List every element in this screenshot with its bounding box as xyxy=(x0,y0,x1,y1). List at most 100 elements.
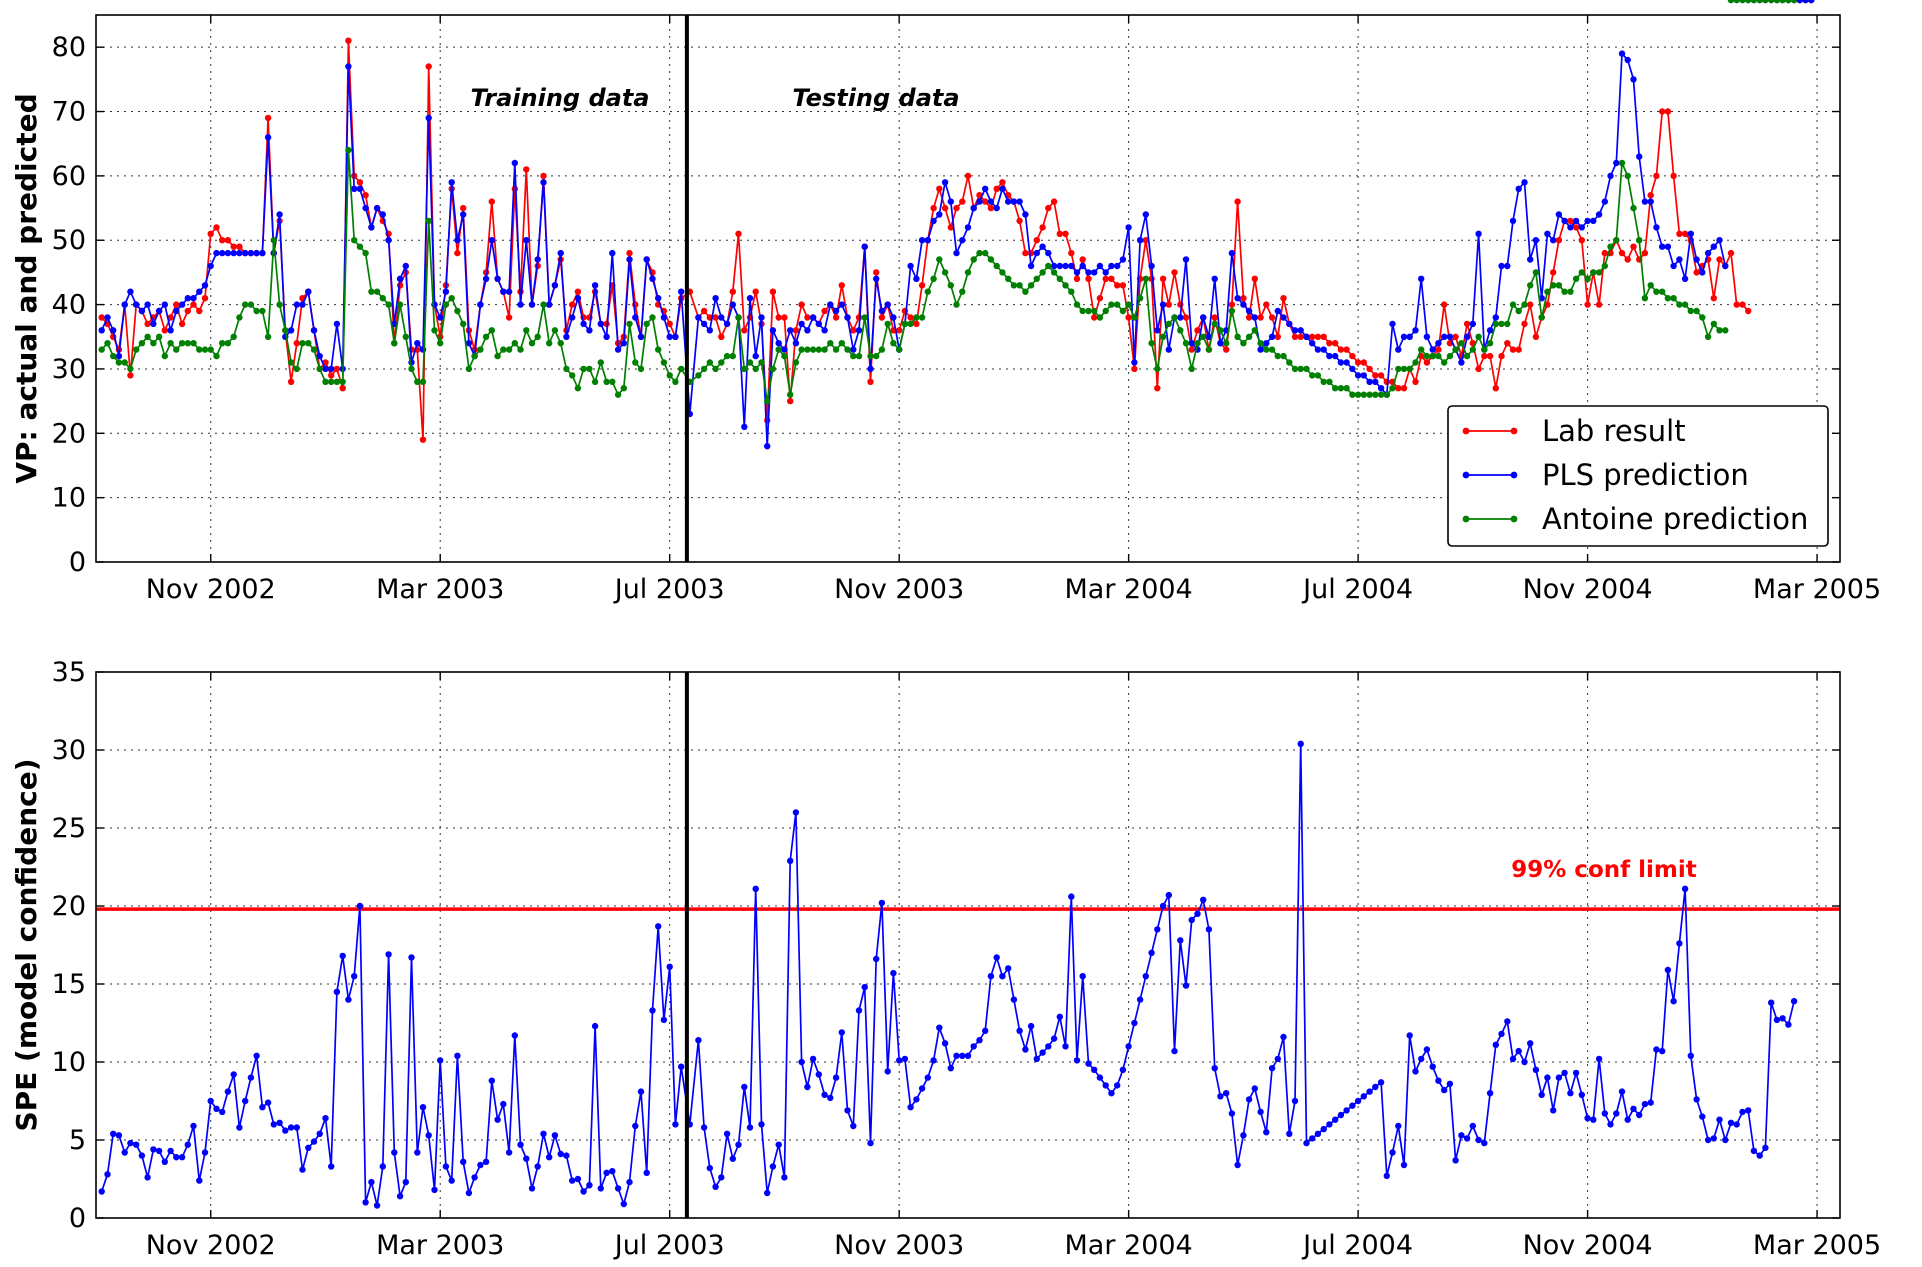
spe-point xyxy=(155,1147,163,1155)
lab-result-point xyxy=(173,301,180,308)
spe-point xyxy=(1073,1057,1081,1064)
pls-prediction-point xyxy=(442,288,450,295)
pls-prediction-point xyxy=(1056,262,1064,270)
top-y-tick-label: 80 xyxy=(52,32,86,63)
spe-point xyxy=(1154,926,1161,933)
antoine-prediction-point xyxy=(1636,237,1643,244)
spe-point xyxy=(408,954,415,961)
antoine-prediction-point xyxy=(528,340,536,347)
pls-prediction-point xyxy=(379,211,386,218)
pls-prediction-point xyxy=(1068,262,1075,270)
spe-point xyxy=(1263,1129,1270,1136)
lab-result-point xyxy=(959,198,966,205)
antoine-prediction-point xyxy=(1125,301,1132,308)
antoine-prediction-point xyxy=(557,340,564,347)
lab-result-point xyxy=(1343,346,1350,353)
pls-prediction-point xyxy=(1636,153,1643,160)
pls-prediction-point xyxy=(1550,237,1557,244)
antoine-prediction-point xyxy=(1383,391,1391,398)
antoine-prediction-point xyxy=(901,320,909,328)
lab-result-point xyxy=(454,249,461,257)
antoine-prediction-point xyxy=(1045,262,1052,270)
spe-point xyxy=(1590,1116,1597,1123)
spe-point xyxy=(391,1149,398,1156)
pls-prediction-point xyxy=(184,295,191,302)
antoine-prediction-point xyxy=(1630,204,1637,212)
pls-prediction-point xyxy=(890,314,897,321)
spe-point xyxy=(1664,966,1672,974)
pls-prediction-point xyxy=(1096,262,1104,270)
spe-point xyxy=(1096,1074,1104,1081)
pls-prediction-point xyxy=(551,282,559,289)
antoine-prediction-point xyxy=(1332,385,1339,392)
spe-point xyxy=(505,1149,513,1156)
antoine-prediction-point xyxy=(712,365,719,373)
pls-prediction-point xyxy=(1142,211,1150,218)
pls-prediction-point xyxy=(936,211,943,218)
pls-prediction-point xyxy=(1079,262,1086,270)
pls-prediction-point xyxy=(924,237,931,244)
antoine-prediction-point xyxy=(1228,307,1236,315)
antoine-prediction-point xyxy=(1527,282,1534,289)
antoine-prediction-point xyxy=(1641,295,1649,302)
antoine-prediction-point xyxy=(1790,0,1798,4)
antoine-prediction-point xyxy=(896,346,903,353)
pls-prediction-point xyxy=(913,275,920,282)
spe-point xyxy=(282,1127,289,1134)
lab-result-point xyxy=(1131,365,1138,373)
pls-prediction-point xyxy=(1274,307,1282,315)
spe-point xyxy=(1251,1085,1259,1092)
spe-point xyxy=(850,1122,857,1130)
lab-result-point xyxy=(1423,359,1431,366)
spe-point xyxy=(901,1055,909,1063)
antoine-prediction-point xyxy=(855,352,863,360)
antoine-prediction-point xyxy=(769,365,777,373)
spe-point xyxy=(236,1124,243,1131)
spe-point xyxy=(993,954,1000,961)
bottom-y-axis-label: SPE (model confidence) xyxy=(10,758,43,1131)
spe-point xyxy=(1509,1055,1517,1063)
antoine-prediction-point xyxy=(746,359,754,366)
spe-point xyxy=(1624,1116,1631,1123)
pls-prediction-point xyxy=(1062,262,1069,270)
pls-prediction-point xyxy=(437,314,444,321)
antoine-prediction-point xyxy=(1664,295,1672,302)
pls-prediction-point xyxy=(792,340,800,347)
spe-point xyxy=(1681,885,1689,892)
lab-result-point xyxy=(1332,340,1339,347)
spe-point xyxy=(987,973,995,980)
lab-result-point xyxy=(293,340,300,347)
spe-point xyxy=(838,1029,845,1036)
spe-point xyxy=(213,1105,220,1113)
top-x-tick-label: Nov 2002 xyxy=(146,574,276,605)
spe-point xyxy=(184,1141,191,1148)
spe-point xyxy=(448,1177,455,1184)
antoine-prediction-point xyxy=(959,288,966,295)
pls-prediction-point xyxy=(1228,249,1236,257)
spe-point xyxy=(930,1057,937,1064)
antoine-prediction-point xyxy=(201,346,209,353)
antoine-prediction-point xyxy=(190,340,197,347)
antoine-prediction-point xyxy=(207,346,214,353)
antoine-prediction-point xyxy=(1704,333,1712,340)
antoine-prediction-point xyxy=(213,352,220,360)
pls-prediction-point xyxy=(649,275,656,282)
spe-point xyxy=(821,1091,828,1099)
spe-point xyxy=(1561,1069,1568,1077)
antoine-prediction-point xyxy=(1710,320,1718,328)
spe-point xyxy=(339,952,346,960)
pls-prediction-point xyxy=(1572,217,1580,225)
spe-point xyxy=(442,1163,450,1170)
lab-result-point xyxy=(1578,237,1586,244)
spe-point xyxy=(678,1063,685,1070)
pls-prediction-point xyxy=(517,301,524,308)
antoine-prediction-point xyxy=(574,385,582,392)
antoine-prediction-point xyxy=(758,359,765,366)
antoine-prediction-point xyxy=(173,346,180,353)
antoine-prediction-point xyxy=(1406,365,1413,373)
spe-point xyxy=(1527,1040,1534,1047)
antoine-prediction-point xyxy=(293,365,300,373)
lab-result-point xyxy=(832,314,840,321)
spe-point xyxy=(781,1174,788,1181)
lab-result-point xyxy=(1068,249,1075,257)
